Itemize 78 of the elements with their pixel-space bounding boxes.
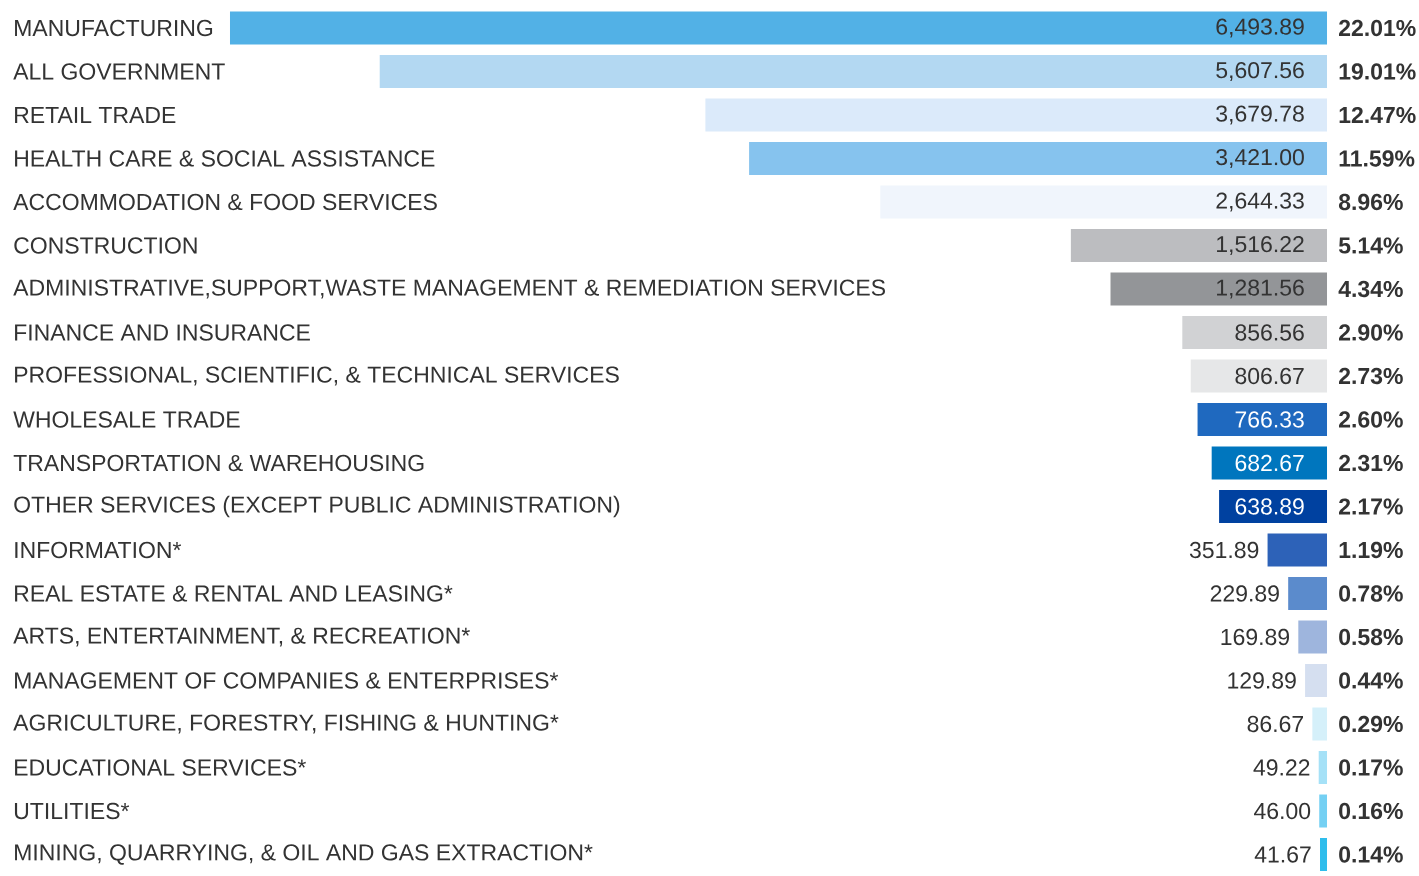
data-label: 129.89 (1228, 672, 1296, 689)
bar (1319, 838, 1328, 872)
data-label: 806.67 (1235, 367, 1304, 385)
bar (379, 55, 1328, 88)
data-label: 5,607.56 (1216, 62, 1304, 82)
text: 0.29% (1339, 715, 1403, 733)
data-label: 169.89 (1221, 628, 1290, 646)
y-tick-label: UTILITIES* (14, 802, 130, 820)
data-label: 1,281.56 (1217, 279, 1304, 299)
data-label: 638.89 (1235, 498, 1304, 515)
bar (1305, 664, 1328, 698)
y-tick-label: ALL GOVERNMENT (13, 63, 225, 80)
y-tick-label: ADMINISTRATIVE,SUPPORT,WASTE MANAGEMENT & REMEDIATION SERVICES (13, 279, 885, 299)
y-tick-label: HEALTH CARE & SOCIAL ASSISTANCE (15, 150, 435, 167)
bar (1312, 707, 1328, 741)
bar (1197, 403, 1328, 437)
y-tick-label: ACCOMMODATION & FOOD SERVICES (13, 193, 437, 211)
bar (1110, 272, 1328, 306)
data-label: 49.22 (1253, 759, 1310, 776)
bar (1288, 577, 1328, 611)
y-tick-label: MINING, QUARRYING, & OIL AND GAS EXTRACTION* (15, 844, 593, 865)
y-tick-label: INFORMATION* (15, 541, 182, 559)
text: 2.31% (1339, 454, 1403, 472)
text: 2.73% (1339, 367, 1403, 385)
data-label: 766.33 (1235, 411, 1304, 428)
data-label: 41.67 (1254, 846, 1311, 863)
y-tick-label: CONSTRUCTION (14, 237, 197, 254)
text: 4.34% (1338, 280, 1403, 298)
data-label: 3,421.00 (1216, 149, 1304, 169)
text: 12.47% (1339, 106, 1416, 124)
bar (1190, 359, 1328, 393)
y-tick-label: FINANCE AND INSURANCE (15, 324, 310, 341)
text: 1.19% (1339, 541, 1403, 559)
text: 0.16% (1339, 802, 1403, 820)
bar (1319, 794, 1328, 828)
text: 0.44% (1339, 672, 1403, 689)
text: 0.17% (1339, 759, 1403, 776)
data-label: 856.56 (1235, 324, 1304, 341)
bar (1318, 751, 1328, 785)
y-tick-label: ARTS, ENTERTAINMENT, & RECREATION* (13, 627, 470, 647)
text: 5.14% (1338, 237, 1403, 254)
text: 22.01% (1339, 19, 1416, 37)
data-label: 6,493.89 (1216, 18, 1304, 38)
text: 19.01% (1339, 63, 1416, 80)
y-tick-label: RETAIL TRADE (15, 107, 176, 123)
text: 0.58% (1339, 628, 1403, 646)
bar (1182, 316, 1328, 350)
bar (749, 142, 1328, 175)
bar (1211, 446, 1328, 480)
data-label: 86.67 (1247, 715, 1304, 733)
y-tick-label: PROFESSIONAL, SCIENTIFIC, & TECHNICAL SERVICES (15, 366, 619, 386)
y-tick-label: REAL ESTATE & RENTAL AND LEASING* (15, 585, 453, 602)
data-label: 351.89 (1189, 541, 1259, 559)
y-tick-label: WHOLESALE TRADE (13, 411, 240, 428)
y-tick-label: MANUFACTURING (15, 19, 213, 37)
bar (1298, 620, 1328, 654)
text: 2.17% (1339, 498, 1403, 515)
text: 2.90% (1339, 324, 1403, 341)
data-label: 682.67 (1235, 454, 1304, 472)
y-tick-label: TRANSPORTATION & WAREHOUSING (13, 454, 424, 472)
y-tick-label: AGRICULTURE, FORESTRY, FISHING & HUNTING* (13, 714, 559, 734)
text: 2.60% (1339, 411, 1403, 428)
data-label: 2,644.33 (1216, 192, 1304, 212)
text: 0.78% (1339, 585, 1403, 602)
bar (1267, 533, 1328, 567)
data-label: 46.00 (1254, 802, 1311, 820)
bar (229, 11, 1328, 45)
y-tick-label: MANAGEMENT OF COMPANIES & ENTERPRISES* (15, 672, 559, 689)
text: 8.96% (1338, 193, 1403, 211)
y-tick-label: EDUCATIONAL SERVICES* (15, 759, 306, 776)
text: 11.59% (1339, 150, 1415, 167)
data-label: 229.89 (1210, 585, 1279, 602)
bar (705, 98, 1328, 132)
bar (1070, 229, 1328, 263)
data-label: 3,679.78 (1216, 105, 1304, 125)
text: 0.14% (1339, 846, 1403, 863)
y-tick-label: OTHER SERVICES (EXCEPT PUBLIC ADMINISTRATION) (14, 495, 620, 518)
data-label: 1,516.22 (1217, 236, 1304, 256)
